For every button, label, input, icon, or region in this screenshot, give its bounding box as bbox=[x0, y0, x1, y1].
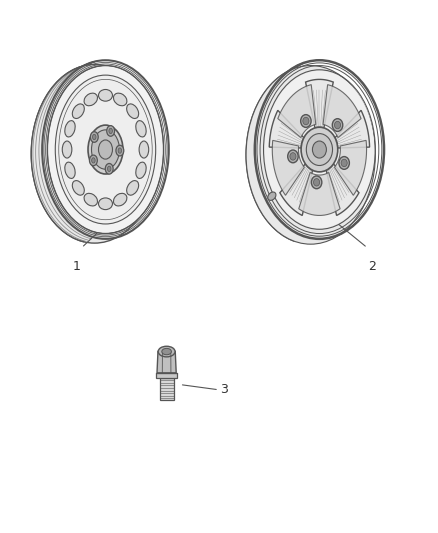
Ellipse shape bbox=[335, 122, 341, 129]
Ellipse shape bbox=[89, 155, 97, 166]
Ellipse shape bbox=[158, 346, 175, 357]
Ellipse shape bbox=[162, 349, 171, 355]
Polygon shape bbox=[335, 140, 367, 195]
Ellipse shape bbox=[265, 71, 374, 228]
Ellipse shape bbox=[99, 140, 113, 159]
Ellipse shape bbox=[92, 134, 96, 140]
Ellipse shape bbox=[300, 115, 311, 127]
Ellipse shape bbox=[113, 93, 127, 106]
Ellipse shape bbox=[31, 64, 158, 243]
Polygon shape bbox=[280, 164, 313, 215]
Polygon shape bbox=[323, 85, 361, 138]
Ellipse shape bbox=[332, 119, 343, 132]
Polygon shape bbox=[299, 173, 340, 215]
Ellipse shape bbox=[311, 176, 322, 189]
Text: 1: 1 bbox=[72, 260, 80, 273]
Ellipse shape bbox=[72, 104, 84, 118]
Polygon shape bbox=[269, 110, 304, 148]
Ellipse shape bbox=[301, 127, 338, 172]
Ellipse shape bbox=[47, 66, 163, 233]
Ellipse shape bbox=[99, 198, 113, 209]
Ellipse shape bbox=[84, 193, 98, 206]
Ellipse shape bbox=[339, 157, 350, 169]
Ellipse shape bbox=[290, 152, 296, 160]
Ellipse shape bbox=[312, 141, 326, 158]
Text: 3: 3 bbox=[220, 383, 228, 397]
Ellipse shape bbox=[306, 134, 332, 165]
Ellipse shape bbox=[118, 148, 122, 154]
Ellipse shape bbox=[105, 164, 113, 174]
Ellipse shape bbox=[113, 193, 127, 206]
Ellipse shape bbox=[246, 66, 375, 244]
Ellipse shape bbox=[127, 104, 139, 118]
Ellipse shape bbox=[84, 93, 98, 106]
Polygon shape bbox=[246, 63, 303, 241]
Ellipse shape bbox=[92, 130, 120, 169]
Polygon shape bbox=[326, 164, 359, 215]
Polygon shape bbox=[335, 110, 370, 148]
Ellipse shape bbox=[72, 181, 84, 195]
Ellipse shape bbox=[288, 150, 298, 163]
Ellipse shape bbox=[88, 125, 123, 174]
Ellipse shape bbox=[65, 120, 75, 137]
Polygon shape bbox=[31, 62, 95, 242]
Ellipse shape bbox=[90, 132, 98, 142]
Ellipse shape bbox=[139, 141, 149, 158]
Ellipse shape bbox=[341, 159, 347, 167]
Ellipse shape bbox=[136, 120, 146, 137]
Ellipse shape bbox=[92, 158, 95, 163]
Ellipse shape bbox=[65, 162, 75, 179]
Ellipse shape bbox=[268, 192, 276, 200]
Ellipse shape bbox=[303, 117, 309, 125]
Ellipse shape bbox=[107, 126, 115, 136]
Ellipse shape bbox=[62, 141, 72, 158]
Ellipse shape bbox=[107, 166, 111, 172]
Ellipse shape bbox=[116, 146, 124, 156]
Polygon shape bbox=[306, 79, 333, 128]
Ellipse shape bbox=[109, 128, 113, 134]
Ellipse shape bbox=[55, 75, 155, 224]
Polygon shape bbox=[272, 140, 304, 195]
Polygon shape bbox=[156, 373, 177, 378]
Polygon shape bbox=[157, 352, 176, 373]
Polygon shape bbox=[278, 85, 316, 138]
Ellipse shape bbox=[136, 162, 146, 179]
Ellipse shape bbox=[99, 90, 113, 101]
Ellipse shape bbox=[127, 181, 139, 195]
Polygon shape bbox=[159, 378, 173, 400]
Ellipse shape bbox=[314, 179, 320, 186]
Text: 2: 2 bbox=[368, 260, 376, 273]
